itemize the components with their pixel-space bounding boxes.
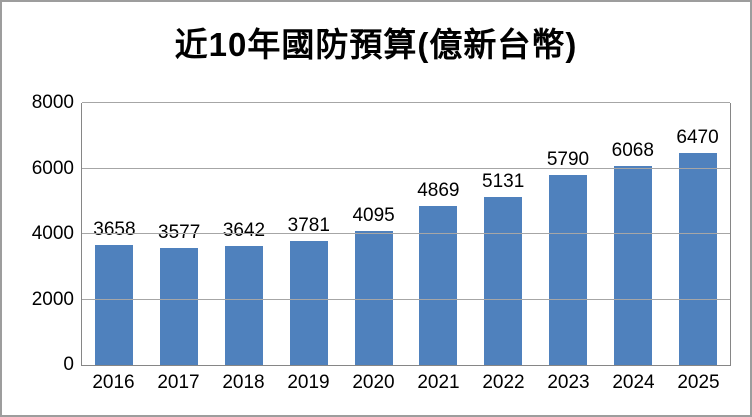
y-tick-label-2000: 2000 [31, 288, 74, 310]
bar-column-2023: 5790 [536, 103, 601, 365]
bar-column-2019: 3781 [276, 103, 341, 365]
gridline-6000 [82, 167, 730, 169]
bar-2019[interactable]: 3781 [288, 215, 330, 365]
x-tick-label-2018: 2018 [222, 372, 265, 393]
plot-area: 3658 3577 3642 3781 4095 4869 5131 5790 6068 6470 [81, 102, 731, 366]
x-tick-label-2016: 2016 [92, 372, 135, 393]
bar-column-2024: 6068 [600, 103, 665, 365]
bar-value-label-2017: 3577 [158, 221, 201, 243]
y-tick-label-8000: 8000 [31, 92, 74, 113]
chart-title: 近10年國防預算(億新台幣) [174, 26, 578, 63]
gridline-4000 [82, 233, 730, 234]
gridline-2000 [82, 298, 730, 300]
bar-column-2016: 3658 [82, 103, 147, 365]
bar-2022[interactable]: 5131 [482, 171, 524, 365]
y-tick-label-4000: 4000 [31, 223, 74, 244]
bar-column-2022: 5131 [471, 103, 536, 365]
bar-2024[interactable]: 6068 [612, 140, 654, 365]
x-tick-label-2021: 2021 [417, 372, 460, 393]
bar-value-label-2016: 3658 [93, 219, 136, 241]
x-axis: 2016 2017 2018 2019 2020 2021 2022 2023 2024 2025 [81, 372, 731, 394]
bar-value-label-2024: 6068 [611, 140, 654, 162]
bar-value-label-2018: 3642 [222, 219, 266, 241]
bar-2021[interactable]: 4869 [417, 180, 460, 365]
bar-value-label-2019: 3781 [287, 215, 330, 237]
y-tick-label-0: 0 [63, 354, 74, 375]
bar-2020[interactable]: 4095 [352, 205, 395, 365]
bar-2016[interactable]: 3658 [93, 219, 136, 365]
bar-column-2020: 4095 [341, 103, 406, 365]
x-tick-label-2017: 2017 [157, 372, 200, 393]
x-tick-label-2020: 2020 [352, 372, 395, 393]
bar-value-label-2021: 4869 [417, 179, 460, 201]
x-tick-label-2024: 2024 [612, 372, 655, 393]
x-tick-label-2025: 2025 [677, 372, 720, 393]
bar-2023[interactable]: 5790 [547, 149, 589, 365]
bar-2017[interactable]: 3577 [158, 222, 200, 365]
bar-value-label-2023: 5790 [546, 149, 590, 171]
bar-2018[interactable]: 3642 [223, 220, 265, 365]
bar-column-2017: 3577 [147, 103, 212, 365]
bar-value-label-2022: 5131 [482, 170, 525, 192]
x-tick-label-2022: 2022 [482, 372, 525, 393]
bars-container: 3658 3577 3642 3781 4095 4869 5131 5790 6068 6470 [82, 103, 730, 365]
bar-column-2021: 4869 [406, 103, 471, 365]
bar-column-2025: 6470 [665, 103, 730, 365]
x-tick-label-2019: 2019 [287, 372, 330, 393]
bar-value-label-2025: 6470 [676, 127, 719, 149]
gridline-8000 [82, 102, 730, 103]
bar-value-label-2020: 4095 [352, 204, 395, 226]
bar-2025[interactable]: 6470 [676, 127, 719, 365]
y-tick-label-6000: 6000 [31, 157, 74, 179]
x-tick-label-2023: 2023 [547, 372, 590, 393]
bar-column-2018: 3642 [212, 103, 277, 365]
